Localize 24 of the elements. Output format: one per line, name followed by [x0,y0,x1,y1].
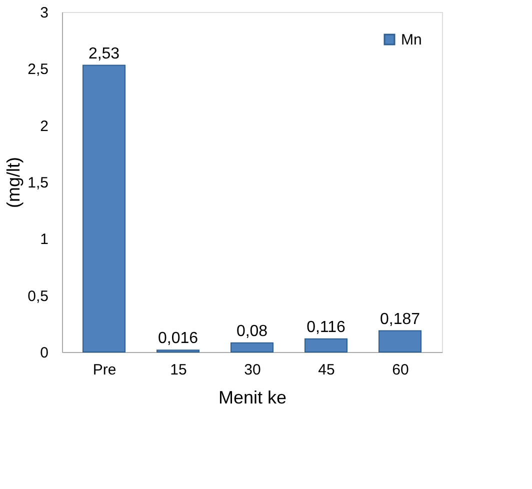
y-tick-label: 0,5 [28,288,48,305]
y-tick-label: 1,5 [28,174,48,192]
x-axis-title: Menit ke [218,388,287,408]
y-tick-label: 0 [40,344,48,362]
y-tick-label: 2 [40,118,48,135]
bar [82,64,126,352]
bar [230,342,274,352]
data-label: 0,08 [236,322,268,340]
x-tick-label: 45 [318,362,335,378]
data-label: 2,53 [88,45,120,62]
data-label: 0,187 [380,310,420,328]
y-tick-label: 1 [40,231,48,248]
data-label: 0,116 [306,318,346,336]
data-label: 0,016 [158,330,198,348]
legend-label: Mn [401,32,422,48]
x-tick-label: 60 [392,362,409,378]
bar [304,338,348,352]
y-axis-title: (mg/lt) [4,157,24,208]
x-tick-label: 15 [170,362,187,378]
y-tick-label: 3 [40,4,48,22]
y-tick-label: 2,5 [28,61,48,78]
x-tick-label: 30 [244,362,261,378]
bar [378,330,422,352]
x-tick-label: Pre [92,362,116,378]
